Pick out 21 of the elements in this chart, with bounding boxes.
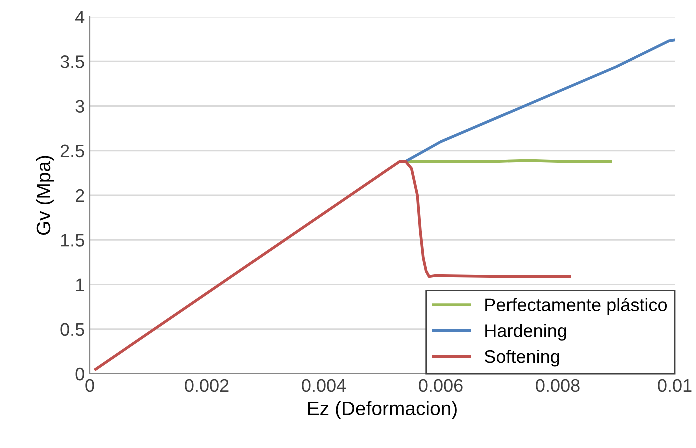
y-tick-label: 4	[76, 11, 85, 24]
y-tick-label: 2.5	[60, 144, 84, 158]
y-tick-label: 0.5	[60, 323, 84, 336]
x-tick-label: 0.008	[536, 379, 580, 392]
legend-label: Softening	[484, 350, 560, 367]
y-tick-label: 3	[76, 100, 84, 113]
y-tick-label: 0	[76, 368, 84, 381]
y-tick-label: 2	[76, 189, 84, 202]
x-tick-label: 0.01	[658, 379, 692, 392]
y-tick-label: 1.5	[61, 234, 84, 247]
line-series	[404, 38, 675, 163]
x-tick-label: 0.004	[302, 379, 346, 392]
x-axis-title: Ez (Deformacion)	[308, 401, 457, 420]
x-tick-label: 0	[86, 379, 94, 392]
x-tick-label: 0.006	[419, 379, 463, 392]
legend-label: Hardening	[486, 324, 566, 341]
y-tick-label: 1	[76, 278, 84, 292]
x-tick-label: 0.002	[185, 379, 229, 392]
legend-label: Perfectamente plástico	[486, 298, 668, 316]
y-axis-title: Gv (Mpa)	[36, 156, 54, 236]
y-tick-label: 3.5	[60, 56, 84, 68]
